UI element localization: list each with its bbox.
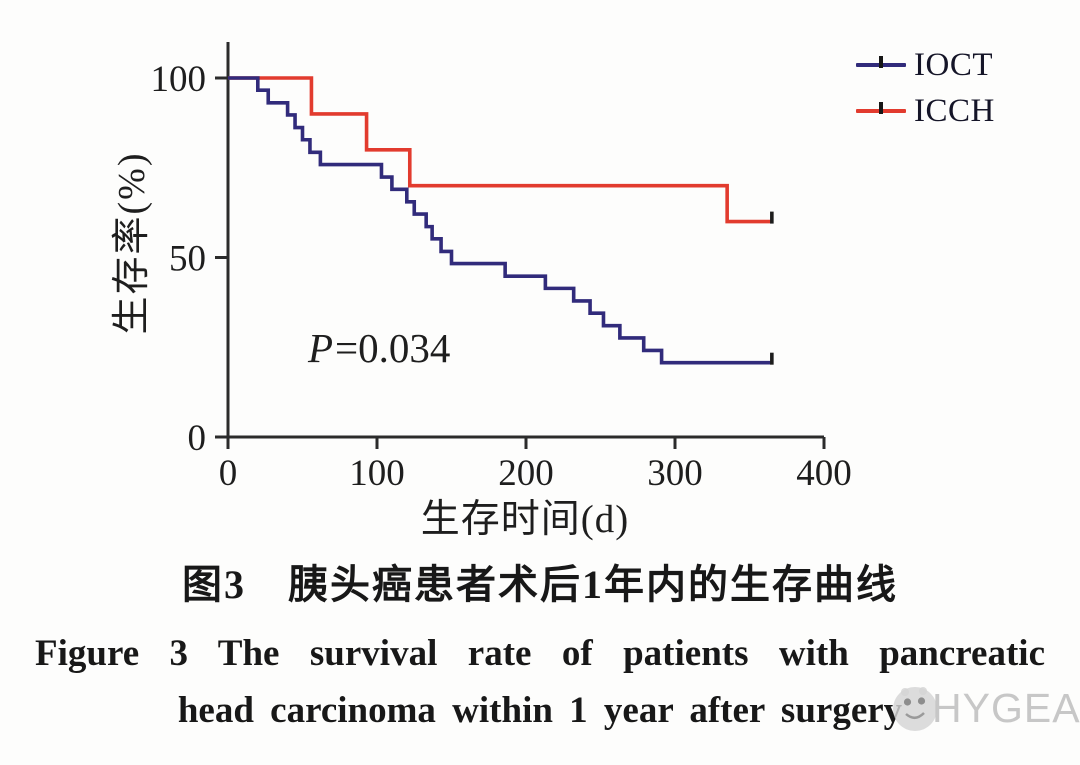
- survival-chart: 0 100 200 300 400 0 50 100: [151, 42, 852, 494]
- x-tick-label: 0: [219, 453, 238, 494]
- legend-item-ioct: IOCT: [856, 46, 995, 84]
- watermark-text: HYGEA: [932, 684, 1080, 731]
- x-axis-label: 生存时间(d): [420, 498, 630, 541]
- x-tick-label: 200: [498, 453, 554, 494]
- p-value: =0.034: [335, 325, 451, 371]
- caption-chinese: 图3 胰头癌患者术后1年内的生存曲线: [182, 562, 898, 607]
- caption-english-line1: Figure 3 The survival rate of patients w…: [35, 633, 1045, 674]
- legend: IOCT ICCH: [856, 46, 995, 130]
- axes-spine: [226, 42, 824, 439]
- icch-line-swatch: [856, 102, 906, 114]
- legend-label-ioct: IOCT: [914, 46, 993, 83]
- caption-english-line2: head carcinoma within 1 year after surge…: [177, 690, 903, 731]
- x-tick-label: 100: [349, 453, 405, 494]
- p-value-annotation: P=0.034: [308, 324, 450, 372]
- x-tick-label: 300: [647, 453, 703, 494]
- p-symbol: P: [308, 325, 334, 371]
- legend-label-icch: ICCH: [914, 92, 995, 129]
- censor-tick-icon: [879, 102, 883, 114]
- y-tick-label: 0: [188, 418, 207, 459]
- legend-item-icch: ICCH: [856, 92, 995, 130]
- censor-tick-icon: [879, 56, 883, 68]
- watermark: HYGEA: [890, 683, 1080, 733]
- y-tick-label: 100: [151, 59, 207, 100]
- ioct-line-swatch: [856, 56, 906, 68]
- hygea-mascot-icon: [893, 687, 937, 731]
- y-tick-label: 50: [169, 239, 206, 280]
- curve-icch: [228, 76, 772, 224]
- y-axis-label: 生存率(%): [111, 151, 153, 335]
- curve-ioct: [228, 76, 772, 365]
- x-tick-label: 400: [796, 453, 852, 494]
